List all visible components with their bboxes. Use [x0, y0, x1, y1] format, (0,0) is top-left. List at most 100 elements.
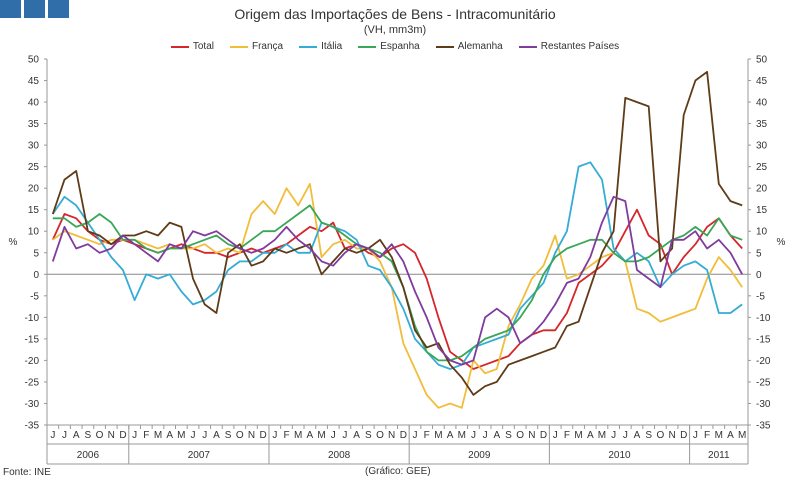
x-month-label: A	[353, 430, 360, 441]
x-month-label: M	[294, 430, 302, 441]
legend-item: França	[229, 41, 284, 52]
logo-block	[48, 0, 69, 18]
y-tick-label-left: -30	[25, 399, 40, 410]
x-month-label: J	[272, 430, 277, 441]
y-tick-label-right: -25	[756, 377, 771, 388]
legend-label: Espanha	[380, 41, 420, 52]
legend-label: Itália	[321, 41, 343, 52]
x-month-label: D	[400, 430, 407, 441]
y-axis-label-right: %	[777, 237, 786, 248]
y-tick-label-left: 0	[33, 270, 39, 281]
x-month-label: M	[598, 430, 606, 441]
series-line-it-lia	[52, 161, 743, 370]
y-tick-label-right: 5	[756, 248, 762, 259]
credit-note: (Gráfico: GEE)	[365, 466, 431, 477]
x-month-label: O	[516, 430, 524, 441]
logo-blocks	[0, 0, 69, 18]
x-month-label: D	[119, 430, 126, 441]
y-tick-label-left: 10	[28, 227, 40, 238]
y-tick-label-right: -20	[756, 356, 771, 367]
y-tick-label-left: -5	[30, 291, 39, 302]
x-month-label: N	[248, 430, 255, 441]
legend-item: Alemanha	[435, 41, 503, 52]
x-month-label: A	[307, 430, 314, 441]
y-tick-label-left: -35	[25, 421, 40, 432]
y-axis-label-left: %	[9, 237, 18, 248]
x-month-label: J	[62, 430, 67, 441]
x-month-label: N	[388, 430, 395, 441]
legend-item: Restantes Países	[518, 41, 620, 52]
y-tick-label-right: -30	[756, 399, 771, 410]
legend-label: Restantes Países	[540, 41, 620, 52]
y-tick-label-left: -15	[25, 334, 40, 345]
y-tick-label-left: 30	[28, 141, 40, 152]
series-line-total	[51, 208, 743, 370]
y-tick-label-right: 45	[756, 76, 768, 87]
y-tick-label-left: 50	[28, 55, 40, 66]
x-month-label: M	[574, 430, 582, 441]
legend-swatch	[435, 45, 454, 48]
legend-label: Total	[192, 41, 214, 52]
x-month-label: A	[166, 430, 173, 441]
x-year-label: 2006	[77, 450, 100, 461]
series-line-fran-a	[52, 182, 743, 409]
x-month-label: J	[623, 430, 628, 441]
x-month-label: D	[260, 430, 267, 441]
x-month-label: O	[656, 430, 664, 441]
y-tick-label-left: -20	[25, 356, 40, 367]
x-month-label: J	[483, 430, 488, 441]
y-tick-label-right: 25	[756, 162, 768, 173]
chart-title: Origem das Importações de Bens - Intraco…	[234, 6, 556, 22]
x-month-label: A	[213, 430, 220, 441]
source-note: Fonte: INE	[3, 467, 51, 478]
x-month-label: A	[73, 430, 80, 441]
x-month-label: F	[424, 430, 430, 441]
x-month-label: M	[317, 430, 325, 441]
x-month-label: F	[143, 430, 149, 441]
series-line-espanha	[52, 204, 743, 362]
x-month-label: M	[434, 430, 442, 441]
y-tick-label-left: -10	[25, 313, 40, 324]
x-month-label: D	[540, 430, 547, 441]
x-month-label: J	[191, 430, 196, 441]
legend-swatch	[299, 45, 318, 48]
y-tick-label-right: 10	[756, 227, 768, 238]
x-month-label: A	[587, 430, 594, 441]
x-month-label: N	[108, 430, 115, 441]
x-month-label: J	[693, 430, 698, 441]
x-month-label: J	[413, 430, 418, 441]
legend-swatch	[170, 45, 189, 48]
x-month-label: A	[634, 430, 641, 441]
x-month-label: M	[458, 430, 466, 441]
x-month-label: N	[668, 430, 675, 441]
y-tick-label-right: 15	[756, 205, 768, 216]
x-month-label: M	[738, 430, 746, 441]
y-tick-label-right: 30	[756, 141, 768, 152]
y-tick-label-left: 25	[28, 162, 40, 173]
x-month-label: A	[727, 430, 734, 441]
x-month-label: M	[154, 430, 162, 441]
legend-item: Itália	[299, 41, 342, 52]
y-tick-label-left: 5	[33, 248, 39, 259]
logo-block	[24, 0, 45, 18]
y-tick-label-left: 45	[28, 76, 40, 87]
y-tick-label-right: 50	[756, 55, 768, 66]
x-month-label: O	[236, 430, 244, 441]
x-month-label: F	[283, 430, 289, 441]
legend-label: França	[251, 41, 284, 52]
y-tick-label-left: 40	[28, 98, 40, 109]
x-month-label: F	[704, 430, 710, 441]
x-year-label: 2011	[708, 450, 730, 461]
x-month-label: A	[447, 430, 454, 441]
x-month-label: S	[645, 430, 652, 441]
legend-item: Espanha	[358, 41, 420, 52]
legend-label: Alemanha	[457, 41, 503, 52]
legend-swatch	[358, 45, 377, 48]
x-month-label: S	[505, 430, 512, 441]
y-tick-label-right: 35	[756, 119, 768, 130]
logo-block	[0, 0, 21, 18]
x-year-label: 2007	[188, 450, 211, 461]
y-tick-label-left: 20	[28, 184, 40, 195]
y-tick-label-right: 40	[756, 98, 768, 109]
